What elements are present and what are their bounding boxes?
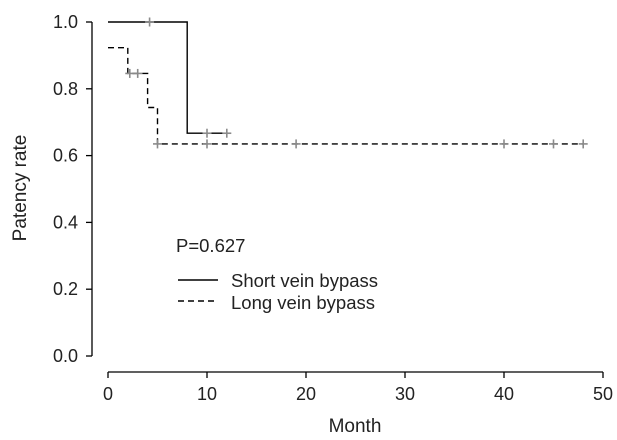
tick-labels: 0.0 0.2 0.4 0.6 0.8 1.0 0 10 20 30 40 50 (53, 12, 613, 404)
y-tick-label: 0.8 (53, 79, 78, 99)
x-tick-label: 40 (494, 384, 514, 404)
y-tick-label: 0.4 (53, 212, 78, 232)
x-tick-label: 20 (296, 384, 316, 404)
y-axis-label: Patency rate (10, 135, 31, 242)
y-tick-label: 0.2 (53, 279, 78, 299)
censor-marks (125, 17, 588, 149)
x-tick-label: 30 (395, 384, 415, 404)
series-lines (108, 21, 584, 145)
x-tick-label: 0 (103, 384, 113, 404)
y-tick-label: 0.6 (53, 146, 78, 166)
y-tick-label: 1.0 (53, 12, 78, 32)
x-axis-label: Month (329, 416, 382, 437)
legend-label-long: Long vein bypass (231, 292, 375, 313)
x-tick-label: 50 (593, 384, 613, 404)
legend-label-short: Short vein bypass (231, 270, 378, 291)
x-tick-label: 10 (197, 384, 217, 404)
axes (91, 22, 603, 373)
series-line-short-vein (108, 21, 227, 134)
series-line-long-vein (108, 47, 584, 145)
p-value-annotation: P=0.627 (176, 235, 245, 256)
y-tick-label: 0.0 (53, 346, 78, 366)
